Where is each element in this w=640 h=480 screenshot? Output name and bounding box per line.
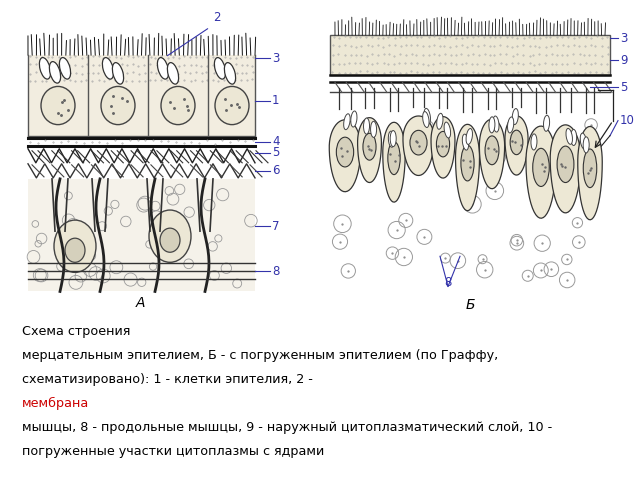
Polygon shape [479, 119, 504, 189]
Text: 5: 5 [620, 81, 627, 94]
Ellipse shape [101, 86, 135, 125]
Text: 4: 4 [272, 135, 280, 148]
Ellipse shape [508, 117, 514, 133]
Ellipse shape [566, 129, 572, 144]
Text: Б: Б [465, 298, 475, 312]
Ellipse shape [337, 137, 354, 167]
Text: 8: 8 [272, 265, 280, 278]
Ellipse shape [571, 130, 577, 145]
Ellipse shape [531, 134, 537, 150]
Ellipse shape [583, 149, 596, 188]
Text: мембрана: мембрана [22, 397, 89, 410]
Ellipse shape [113, 62, 124, 84]
Ellipse shape [161, 86, 195, 125]
Polygon shape [505, 116, 528, 175]
Ellipse shape [351, 111, 357, 127]
Polygon shape [456, 124, 479, 211]
Ellipse shape [424, 108, 431, 124]
Ellipse shape [388, 142, 400, 175]
Ellipse shape [215, 86, 249, 125]
Text: мерцательным эпителием, Б - с погруженным эпителием (по Граффу,: мерцательным эпителием, Б - с погруженны… [22, 349, 499, 362]
Ellipse shape [583, 137, 589, 153]
Text: А: А [135, 296, 145, 310]
Text: 3: 3 [272, 52, 280, 65]
Text: 3: 3 [620, 32, 627, 45]
Polygon shape [358, 118, 381, 182]
Polygon shape [578, 126, 602, 220]
Ellipse shape [160, 228, 180, 252]
Text: схематизировано): 1 - клетки эпителия, 2 -: схематизировано): 1 - клетки эпителия, 2… [22, 373, 317, 386]
Text: 5: 5 [272, 146, 280, 159]
Ellipse shape [54, 220, 96, 272]
Ellipse shape [466, 129, 472, 144]
Polygon shape [526, 126, 556, 218]
Ellipse shape [157, 58, 168, 79]
Ellipse shape [65, 238, 85, 262]
Ellipse shape [390, 131, 396, 146]
Ellipse shape [168, 62, 179, 84]
Ellipse shape [444, 122, 451, 138]
Polygon shape [550, 125, 581, 213]
Text: 2: 2 [213, 11, 221, 24]
Polygon shape [28, 179, 255, 291]
Ellipse shape [102, 58, 114, 79]
Ellipse shape [489, 117, 495, 133]
Ellipse shape [510, 130, 523, 155]
Text: 7: 7 [272, 220, 280, 233]
Ellipse shape [422, 111, 429, 128]
Text: 8: 8 [444, 276, 452, 289]
Ellipse shape [41, 86, 75, 125]
Polygon shape [329, 120, 361, 192]
Ellipse shape [388, 131, 394, 147]
Polygon shape [431, 117, 455, 178]
Polygon shape [28, 55, 255, 136]
Ellipse shape [363, 133, 376, 160]
Text: мышцы, 8 - продольные мышцы, 9 - наружный цитоплазматический слой, 10 -: мышцы, 8 - продольные мышцы, 9 - наружны… [22, 421, 552, 434]
Ellipse shape [557, 146, 574, 182]
Ellipse shape [149, 210, 191, 262]
Text: 6: 6 [272, 164, 280, 177]
Ellipse shape [461, 145, 474, 181]
Ellipse shape [49, 61, 61, 83]
Ellipse shape [410, 131, 427, 155]
Text: Схема строения: Схема строения [22, 325, 134, 338]
Ellipse shape [512, 108, 518, 125]
Text: 9: 9 [620, 54, 627, 67]
Ellipse shape [436, 113, 443, 129]
Ellipse shape [580, 133, 587, 149]
Polygon shape [383, 122, 405, 202]
Text: 10: 10 [620, 114, 635, 127]
Ellipse shape [371, 121, 376, 137]
Ellipse shape [462, 134, 468, 150]
Ellipse shape [60, 58, 70, 79]
Polygon shape [330, 35, 610, 75]
Ellipse shape [225, 62, 236, 84]
Text: погруженные участки цитоплазмы с ядрами: погруженные участки цитоплазмы с ядрами [22, 445, 324, 458]
Ellipse shape [436, 132, 449, 157]
Ellipse shape [40, 58, 51, 79]
Ellipse shape [214, 58, 226, 79]
Ellipse shape [493, 116, 499, 132]
Ellipse shape [532, 148, 549, 186]
Ellipse shape [485, 136, 499, 165]
Ellipse shape [364, 118, 369, 134]
Polygon shape [403, 116, 434, 176]
Text: 1: 1 [272, 94, 280, 107]
Ellipse shape [344, 114, 350, 130]
Ellipse shape [543, 115, 550, 132]
